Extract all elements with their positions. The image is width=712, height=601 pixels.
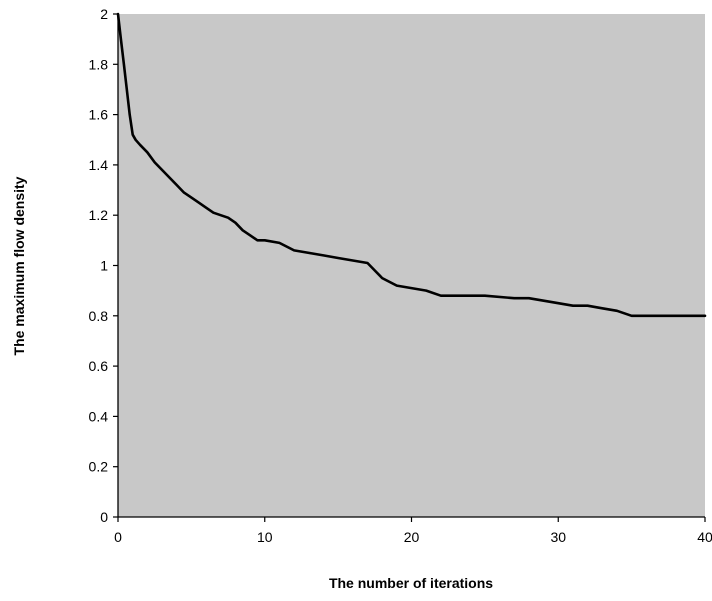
x-tick-label-3: 30 [550,529,566,545]
x-axis-label: The number of iterations [329,575,493,591]
x-tick-label-2: 20 [404,529,420,545]
series-line-0 [116,12,707,318]
y-tick-label-0: 0 [100,509,108,525]
y-tick-label-10: 2 [100,6,108,22]
y-tick-label-7: 1.4 [89,157,109,173]
y-axis-label: The maximum flow density [11,176,27,355]
y-tick-label-1: 0.2 [89,459,109,475]
y-tick-label-8: 1.6 [89,107,109,123]
x-tick-label-0: 0 [114,529,122,545]
y-tick-label-6: 1.2 [89,207,109,223]
y-tick-label-9: 1.8 [89,56,109,72]
plot-area [118,14,705,517]
chart-marks: 00.20.40.60.811.21.41.61.820 10 20 30 40 [89,6,712,545]
x-tick-label-1: 10 [257,529,273,545]
y-tick-label-5: 1 [100,258,108,274]
y-tick-label-2: 0.4 [89,408,109,424]
y-tick-label-4: 0.8 [89,308,109,324]
x-tick-label-4: 40 [697,529,712,545]
y-tick-label-3: 0.6 [89,358,109,374]
